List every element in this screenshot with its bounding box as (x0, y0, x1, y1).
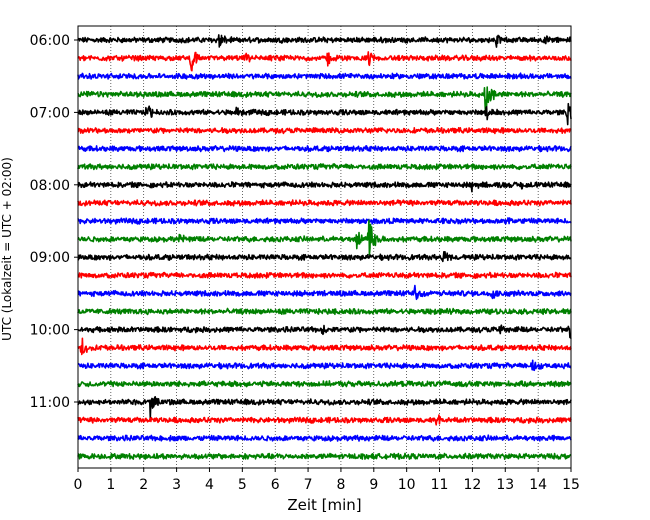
y-axis-label: UTC (Lokalzeit = UTC + 02:00) (0, 157, 14, 341)
trace-row-0930 (77, 284, 572, 301)
plot-frame (77, 25, 572, 469)
trace-row-1045 (77, 380, 572, 388)
y-tick-label: 08:00 (30, 178, 70, 194)
x-tick-label: 15 (562, 477, 580, 493)
trace-row-1145 (77, 452, 572, 460)
trace-row-0700 (77, 102, 572, 126)
x-tick-label: 0 (74, 477, 83, 493)
trace-row-0830 (77, 217, 572, 225)
x-tick-label: 4 (205, 477, 214, 493)
y-tick-label: 07:00 (30, 105, 70, 121)
x-tick-label: 6 (271, 477, 280, 493)
x-tick-label: 9 (369, 477, 378, 493)
x-tick-label: 11 (431, 477, 449, 493)
x-tick-label: 13 (496, 477, 514, 493)
trace-row-0615 (77, 51, 572, 72)
trace-row-1130 (77, 434, 572, 442)
trace-row-0815 (77, 199, 572, 207)
trace-row-0945 (77, 307, 572, 316)
y-tick-label: 06:00 (30, 33, 70, 49)
y-axis-ticks: 06:00 07:00 08:00 09:00 10:00 11:00 (30, 33, 78, 411)
x-tick-label: 5 (238, 477, 247, 493)
x-axis-ticks: 0 1 2 3 4 5 6 7 8 9 10 11 12 13 14 15 (74, 468, 580, 493)
trace-row-0630 (77, 72, 572, 80)
trace-row-0600 (77, 34, 572, 48)
trace-row-1000 (77, 324, 572, 339)
trace-row-0900 (77, 251, 572, 263)
x-tick-label: 8 (336, 477, 345, 493)
trace-rows (77, 34, 572, 460)
trace-row-0745 (77, 163, 572, 171)
y-tick-label: 10:00 (30, 323, 70, 339)
x-tick-label: 14 (529, 477, 547, 493)
trace-row-0915 (77, 271, 572, 279)
trace-row-0800 (77, 181, 572, 193)
x-tick-label: 1 (106, 477, 115, 493)
trace-row-1030 (77, 359, 572, 372)
trace-row-0730 (77, 144, 572, 153)
x-tick-label: 3 (172, 477, 181, 493)
x-tick-label: 7 (304, 477, 313, 493)
y-tick-label: 09:00 (30, 250, 70, 266)
x-tick-label: 2 (139, 477, 148, 493)
trace-row-1100 (77, 396, 572, 419)
x-tick-label: 10 (398, 477, 416, 493)
trace-row-0715 (77, 127, 572, 135)
trace-row-0645 (77, 86, 572, 115)
trace-row-0845 (77, 219, 572, 256)
trace-row-1115 (77, 414, 572, 426)
x-axis-label: Zeit [min] (287, 496, 361, 514)
y-tick-label: 11:00 (30, 395, 70, 411)
trace-row-1015 (77, 337, 572, 356)
x-tick-label: 12 (463, 477, 481, 493)
